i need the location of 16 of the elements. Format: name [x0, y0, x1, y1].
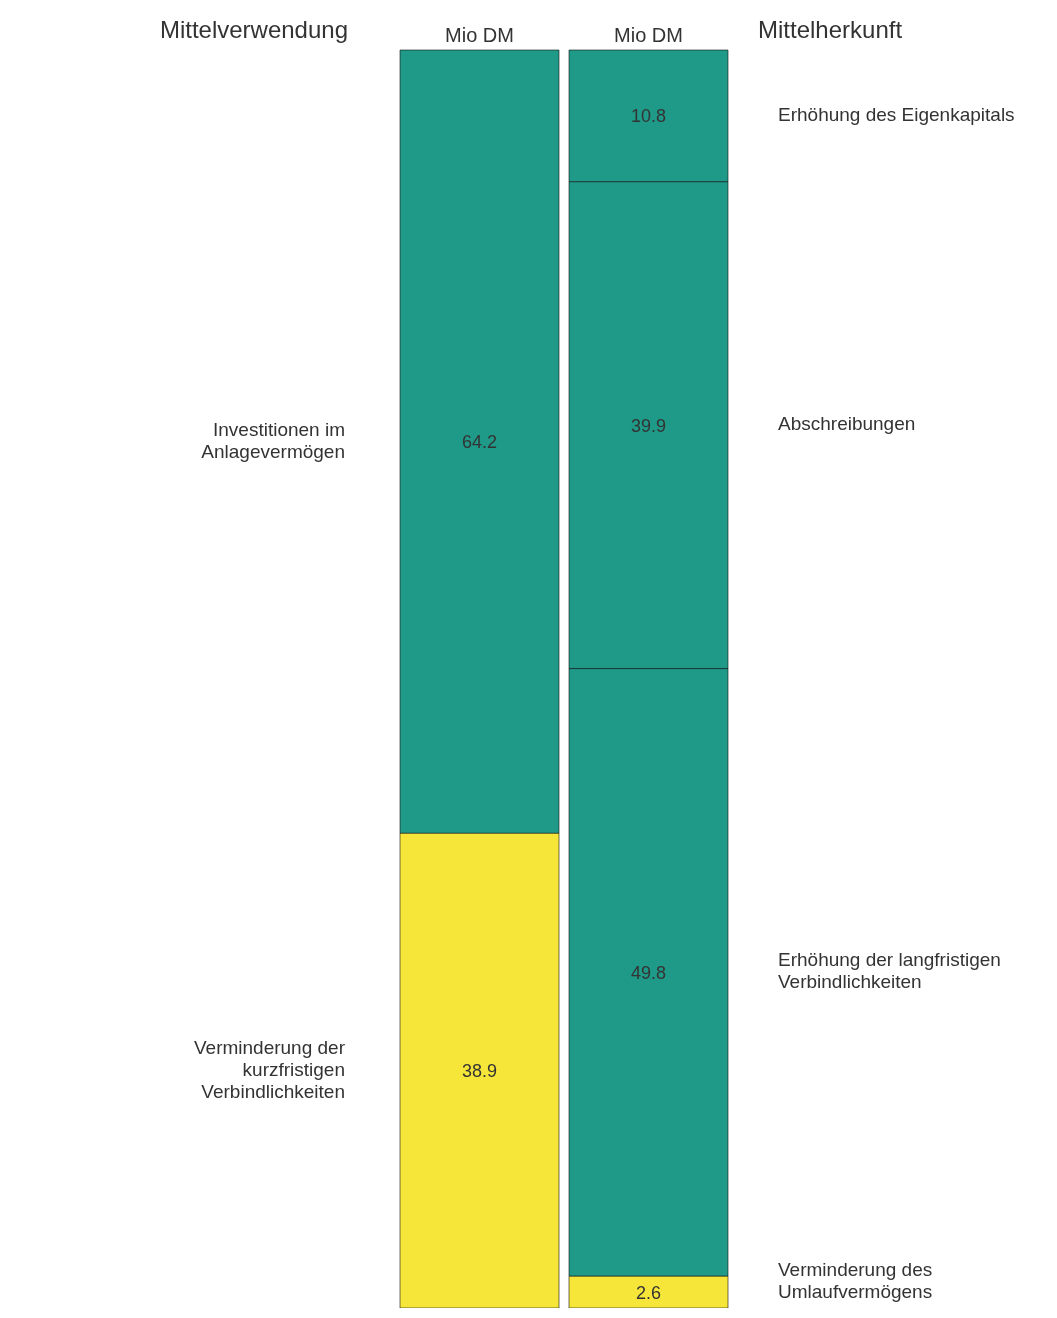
text: Erhöhung der langfristigen Verbindlichkeiten [778, 949, 1001, 993]
text: Verminderung des Umlaufvermögens [778, 1259, 933, 1303]
data-label: 49.8 [630, 962, 667, 983]
text: Mittelherkunft [758, 16, 903, 44]
data-label: 38.9 [461, 1061, 498, 1082]
text: Mittelverwendung [159, 16, 348, 44]
x-tick-label: Mio DM [614, 24, 683, 46]
text: Abschreibungen [778, 413, 916, 435]
x-tick-label: Mio DM [445, 24, 514, 46]
data-label: 2.6 [635, 1282, 662, 1303]
data-label: 64.2 [461, 432, 498, 453]
data-label: 10.8 [630, 106, 667, 127]
data-label: 39.9 [630, 415, 667, 436]
text: Investitionen im Anlagevermögen [201, 418, 345, 462]
text: Verminderung der kurzfristigen Verbindlichkeiten [193, 1036, 346, 1102]
text: Erhöhung des Eigenkapitals [778, 103, 1015, 125]
